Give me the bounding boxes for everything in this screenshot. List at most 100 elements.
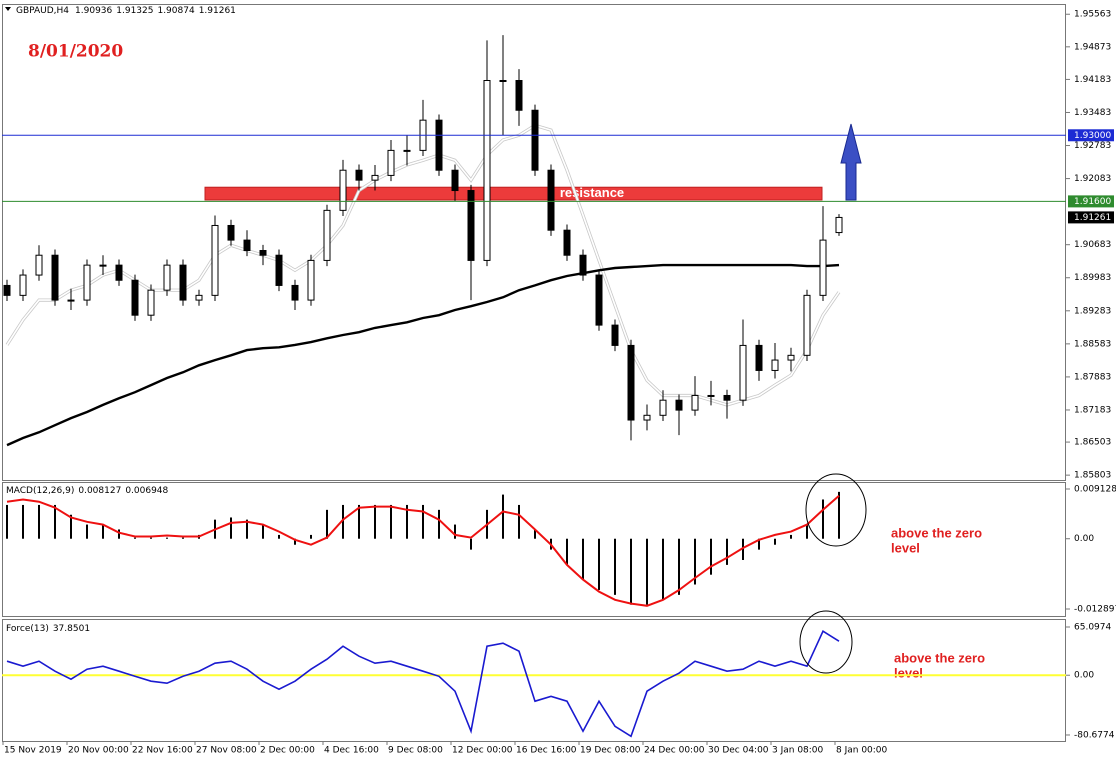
- macd-bar: [566, 538, 568, 565]
- force-note: level: [894, 665, 923, 680]
- plot-layer: 15 Nov 2019 20 Nov 00:00 22 Nov 16:00 27 No…: [2, 10, 1116, 756]
- level-label: 1.91600: [1074, 197, 1111, 207]
- macd-bar: [694, 538, 696, 585]
- macd-note: level: [891, 540, 920, 555]
- candle-body: [819, 239, 827, 296]
- signal-reading: 0.006948: [125, 486, 168, 496]
- menu-triangle[interactable]: [5, 7, 11, 11]
- y-tick-label: 65.0974: [1074, 623, 1111, 633]
- candle-body: [739, 344, 747, 401]
- candle-body: [339, 169, 347, 211]
- x-tick-label: 12 Dec 00:00: [452, 746, 513, 756]
- macd-bar: [230, 517, 232, 539]
- macd-bar: [54, 504, 56, 539]
- candle-body: [227, 224, 235, 241]
- macd-bar: [406, 504, 408, 539]
- y-tick-label: 1.94873: [1074, 42, 1111, 52]
- candle-body: [243, 239, 251, 252]
- macd-bar: [102, 524, 104, 539]
- candle-body: [323, 209, 331, 261]
- candle-body: [451, 169, 459, 192]
- candle-body: [787, 354, 795, 361]
- resistance-zone: [204, 186, 823, 201]
- high: 1.91325: [116, 6, 153, 16]
- macd-bar: [806, 524, 808, 539]
- candle-body: [371, 174, 379, 181]
- price-frame: [2, 4, 1066, 481]
- candle-body: [755, 344, 763, 371]
- y-tick-label: 1.93483: [1074, 108, 1111, 118]
- macd-bar: [182, 537, 184, 539]
- macd-bar: [582, 538, 584, 580]
- last-price-tag: [1068, 211, 1114, 224]
- y-tick-label: 1.92083: [1074, 174, 1111, 184]
- macd-bar: [422, 504, 424, 539]
- macd-bar: [86, 524, 88, 539]
- candle-body: [307, 259, 315, 301]
- macd-bar: [262, 524, 264, 539]
- macd-bar: [38, 504, 40, 539]
- macd-bar: [294, 538, 296, 545]
- candle-body: [355, 169, 363, 181]
- candle-body: [835, 216, 843, 234]
- macd-bar: [838, 491, 840, 539]
- macd-frame: [2, 482, 1066, 617]
- candle-body: [35, 254, 43, 276]
- candle-body: [115, 264, 123, 281]
- candle-body: [563, 229, 571, 256]
- macd-header: MACD(12,26,9) 0.008127 0.006948: [6, 486, 169, 496]
- macd-bar: [374, 504, 376, 539]
- force-note: above the zero: [894, 650, 985, 665]
- force-title: Force(13): [6, 624, 49, 634]
- candle-body: [595, 274, 603, 326]
- macd-bar: [118, 529, 120, 539]
- candle-body: [659, 399, 667, 416]
- candle-body: [803, 294, 811, 356]
- macd-bar: [662, 538, 664, 600]
- macd-title: MACD(12,26,9): [6, 486, 74, 496]
- chart-header: GBPAUD,H4 1.90936 1.91325 1.90874 1.91261: [16, 6, 236, 16]
- y-tick-label: 1.87883: [1074, 372, 1111, 382]
- candle-body: [691, 394, 699, 411]
- candle-body: [211, 224, 219, 296]
- signal-line: [6, 494, 840, 607]
- candle-body: [531, 109, 539, 171]
- candle-body: [467, 190, 475, 261]
- force-line: [6, 630, 840, 738]
- macd-bar: [390, 504, 392, 539]
- macd-bar: [278, 534, 280, 539]
- candle-body: [771, 359, 779, 371]
- x-tick-label: 22 Nov 16:00: [132, 746, 193, 756]
- macd-bar: [678, 538, 680, 595]
- candle-body: [387, 149, 395, 176]
- candle-body: [547, 169, 555, 231]
- candle-body: [499, 80, 507, 82]
- force-frame: [2, 619, 1066, 742]
- resistance-label: resistance: [560, 185, 624, 200]
- symbol: GBPAUD,H4: [16, 6, 69, 16]
- candle-body: [51, 254, 59, 301]
- highlight-circle: [799, 610, 853, 674]
- macd-bar: [470, 538, 472, 550]
- macd-bar: [742, 538, 744, 560]
- macd-bar: [758, 538, 760, 550]
- macd-bar: [310, 534, 312, 539]
- macd-bar: [134, 537, 136, 539]
- x-tick-label: 20 Nov 00:00: [68, 746, 129, 756]
- macd-note: above the zero: [891, 525, 982, 540]
- last-price-label: 1.91261: [1074, 213, 1111, 223]
- macd-bar: [70, 514, 72, 539]
- macd-bar: [166, 537, 168, 539]
- y-tick-label: -80.6774: [1074, 730, 1115, 740]
- highlight-circle: [805, 473, 867, 547]
- candle-body: [483, 80, 491, 261]
- force-header: Force(13) 37.8501: [6, 624, 90, 634]
- candle-body: [403, 149, 411, 152]
- candle-body: [179, 264, 187, 301]
- macd-bar: [246, 519, 248, 539]
- y-tick-label: 1.90683: [1074, 240, 1111, 250]
- x-tick-label: 15 Nov 2019: [4, 746, 62, 756]
